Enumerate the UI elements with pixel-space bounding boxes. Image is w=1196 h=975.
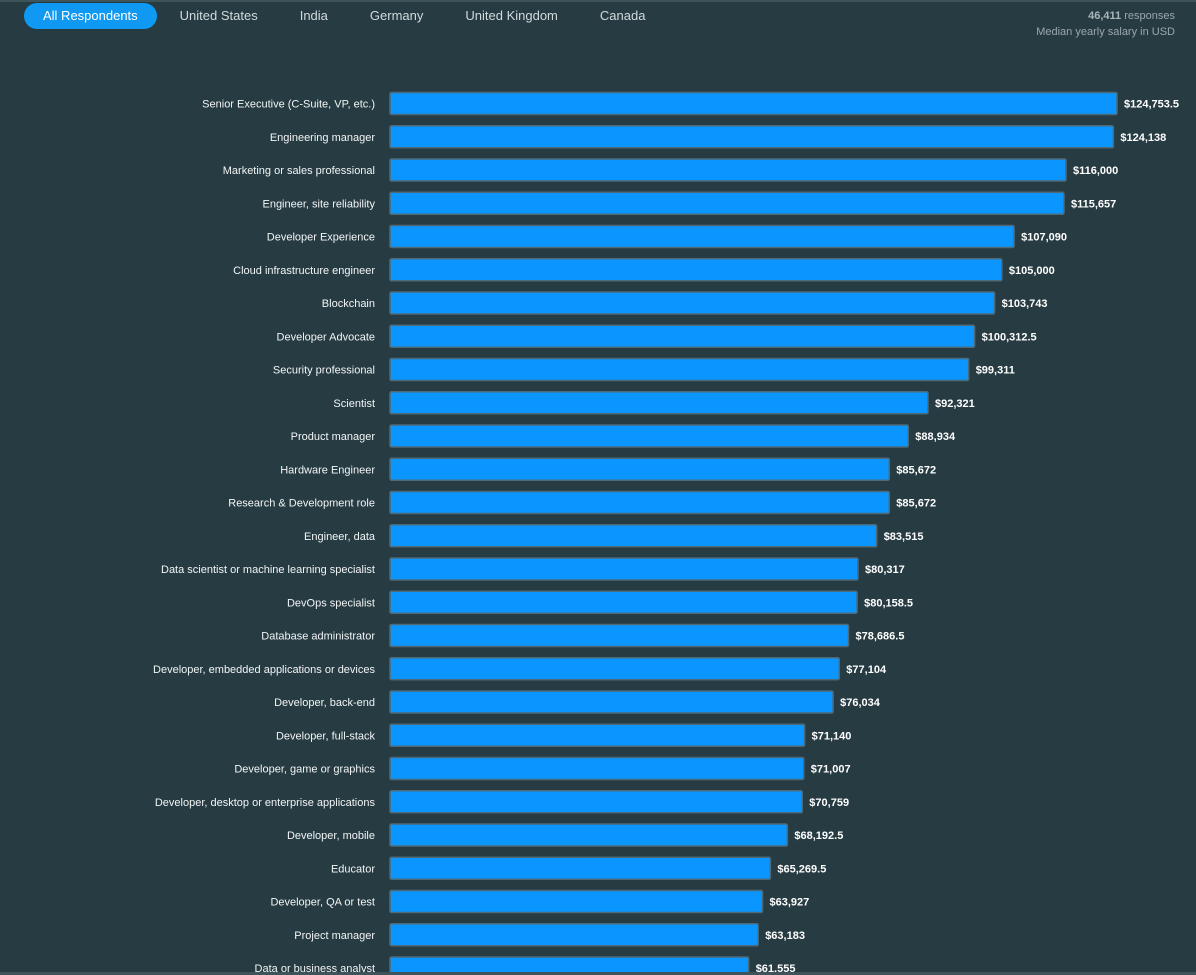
category-label: Developer Experience — [267, 232, 375, 244]
tab-united-states[interactable]: United States — [179, 8, 258, 23]
value-label: $115,657 — [1071, 198, 1116, 210]
bar-22[interactable] — [389, 823, 789, 847]
value-label: $77,104 — [846, 664, 887, 676]
chart-subtitle: Median yearly salary in USD — [1036, 26, 1175, 38]
category-label: Project manager — [294, 930, 375, 942]
category-label: Cloud infrastructure engineer — [233, 265, 375, 277]
value-label: $83,515 — [884, 531, 924, 543]
bar-17[interactable] — [389, 657, 841, 681]
bar-20[interactable] — [389, 756, 805, 781]
tab-all-respondents[interactable]: All Respondents — [24, 3, 157, 29]
bar-9[interactable] — [389, 391, 929, 415]
value-label: $85,672 — [896, 498, 936, 510]
value-label: $107,090 — [1021, 232, 1067, 244]
tab-india[interactable]: India — [299, 8, 328, 23]
category-label: Database administrator — [261, 631, 375, 643]
value-label: $71,140 — [812, 730, 852, 742]
bar-6[interactable] — [389, 291, 996, 315]
category-label: Security professional — [273, 365, 375, 377]
category-label: Developer, game or graphics — [234, 764, 375, 776]
bar-10[interactable] — [389, 424, 910, 448]
country-filter-tabs: All Respondents United States India Germ… — [24, 3, 668, 29]
bar-18[interactable] — [389, 690, 834, 714]
category-label: DevOps specialist — [287, 597, 375, 609]
value-label: $124,138 — [1120, 132, 1166, 144]
value-label: $105,000 — [1009, 265, 1055, 277]
value-label: $124,753.5 — [1124, 99, 1179, 111]
value-label: $71,007 — [811, 764, 851, 776]
responses-line: 46,411 responses — [1036, 8, 1175, 24]
category-label: Senior Executive (C-Suite, VP, etc.) — [202, 99, 375, 111]
bar-14[interactable] — [389, 557, 859, 581]
bar-8[interactable] — [389, 357, 970, 382]
value-label: $70,759 — [809, 797, 849, 809]
bar-11[interactable] — [389, 457, 891, 482]
category-label: Developer, QA or test — [270, 897, 375, 909]
category-label: Engineer, site reliability — [262, 198, 375, 210]
tab-united-kingdom[interactable]: United Kingdom — [465, 8, 558, 23]
tab-germany[interactable]: Germany — [369, 8, 424, 23]
value-label: $76,034 — [840, 697, 881, 709]
category-label: Developer, embedded applications or devi… — [153, 664, 375, 676]
chart-meta: 46,411 responses Median yearly salary in… — [1036, 8, 1175, 40]
value-label: $99,311 — [976, 365, 1015, 377]
category-label: Research & Development role — [228, 498, 375, 510]
category-label: Developer, desktop or enterprise applica… — [155, 797, 376, 809]
tab-canada[interactable]: Canada — [599, 8, 646, 23]
category-label: Hardware Engineer — [280, 464, 375, 476]
category-label: Developer, mobile — [287, 830, 375, 842]
category-label: Developer, back-end — [274, 697, 375, 709]
value-label: $63,927 — [770, 897, 810, 909]
bottom-border — [0, 972, 1196, 975]
bar-15[interactable] — [389, 590, 858, 615]
bar-0[interactable] — [389, 91, 1118, 116]
bar-25[interactable] — [389, 923, 759, 947]
bar-24[interactable] — [389, 889, 764, 914]
value-label: $103,743 — [1002, 298, 1048, 310]
bar-23[interactable] — [389, 856, 772, 881]
category-label: Marketing or sales professional — [223, 165, 375, 177]
category-label: Engineer, data — [304, 531, 376, 543]
category-label: Engineering manager — [270, 132, 376, 144]
value-label: $92,321 — [935, 398, 975, 410]
value-label: $88,934 — [915, 431, 956, 443]
category-label: Educator — [331, 863, 375, 875]
bar-19[interactable] — [389, 723, 806, 748]
responses-count: 46,411 — [1088, 10, 1122, 22]
value-label: $68,192.5 — [794, 830, 843, 842]
value-label: $100,312.5 — [982, 331, 1037, 343]
value-label: $63,183 — [765, 930, 805, 942]
category-label: Product manager — [291, 431, 376, 443]
bar-21[interactable] — [389, 790, 804, 814]
category-label: Developer, full-stack — [276, 730, 376, 742]
bar-16[interactable] — [389, 623, 850, 648]
category-label: Scientist — [333, 398, 375, 410]
value-label: $65,269.5 — [777, 863, 826, 875]
responses-label: responses — [1124, 10, 1175, 22]
category-label: Data scientist or machine learning speci… — [161, 564, 375, 576]
category-label: Blockchain — [322, 298, 375, 310]
bar-2[interactable] — [389, 158, 1067, 182]
value-label: $80,158.5 — [864, 597, 913, 609]
top-border — [0, 0, 1196, 2]
value-label: $80,317 — [865, 564, 905, 576]
value-label: $85,672 — [896, 464, 936, 476]
value-label: $116,000 — [1073, 165, 1118, 177]
bar-3[interactable] — [389, 191, 1065, 216]
value-label: $78,686.5 — [856, 631, 905, 643]
bar-26[interactable] — [389, 956, 750, 975]
bar-12[interactable] — [389, 490, 891, 515]
bar-1[interactable] — [389, 125, 1115, 149]
bar-13[interactable] — [389, 524, 878, 548]
bar-4[interactable] — [389, 224, 1015, 249]
bar-5[interactable] — [389, 258, 1003, 282]
category-label: Developer Advocate — [277, 331, 375, 343]
bar-7[interactable] — [389, 324, 976, 349]
